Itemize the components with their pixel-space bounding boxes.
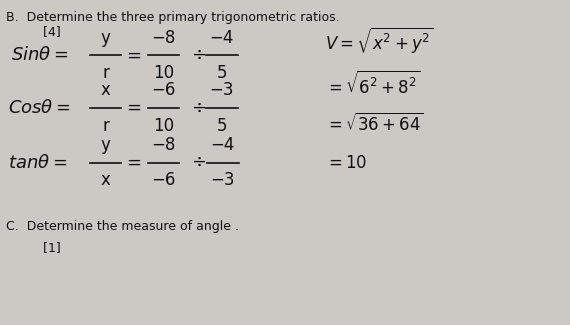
Text: x: x bbox=[100, 172, 111, 189]
Text: y: y bbox=[100, 29, 111, 46]
Text: −8: −8 bbox=[152, 29, 176, 46]
Text: x: x bbox=[100, 81, 111, 99]
Text: −4: −4 bbox=[210, 29, 234, 46]
Text: −4: −4 bbox=[211, 136, 235, 153]
Text: $Sin\theta=$: $Sin\theta=$ bbox=[11, 46, 69, 64]
Text: 10: 10 bbox=[153, 64, 174, 83]
Text: C.  Determine the measure of angle .: C. Determine the measure of angle . bbox=[6, 220, 239, 233]
Text: ÷: ÷ bbox=[191, 46, 206, 64]
Text: $Cos\theta=$: $Cos\theta=$ bbox=[9, 99, 71, 117]
Text: =: = bbox=[126, 153, 141, 172]
Text: $=\sqrt{6^2+8^2}$: $=\sqrt{6^2+8^2}$ bbox=[324, 71, 420, 98]
Text: −6: −6 bbox=[152, 81, 176, 99]
Text: −6: −6 bbox=[152, 172, 176, 189]
Text: 5: 5 bbox=[217, 64, 227, 83]
Text: r: r bbox=[102, 117, 109, 135]
Text: $tan\theta=$: $tan\theta=$ bbox=[9, 153, 68, 172]
Text: =: = bbox=[126, 46, 141, 64]
Text: −8: −8 bbox=[152, 136, 176, 153]
Text: 10: 10 bbox=[153, 117, 174, 135]
Text: [4]: [4] bbox=[23, 25, 60, 38]
Text: 5: 5 bbox=[217, 117, 227, 135]
Text: ÷: ÷ bbox=[191, 153, 206, 172]
Text: ÷: ÷ bbox=[191, 99, 206, 117]
Text: $V=\sqrt{x^2+y^2}$: $V=\sqrt{x^2+y^2}$ bbox=[324, 26, 433, 56]
Text: =: = bbox=[126, 99, 141, 117]
Text: −3: −3 bbox=[211, 172, 235, 189]
Text: −3: −3 bbox=[210, 81, 234, 99]
Text: [1]: [1] bbox=[23, 241, 60, 254]
Text: y: y bbox=[100, 136, 111, 153]
Text: $=10$: $=10$ bbox=[324, 153, 367, 172]
Text: B.  Determine the three primary trigonometric ratios.: B. Determine the three primary trigonome… bbox=[6, 11, 339, 24]
Text: r: r bbox=[102, 64, 109, 83]
Text: $=\sqrt{36+64}$: $=\sqrt{36+64}$ bbox=[324, 113, 424, 135]
